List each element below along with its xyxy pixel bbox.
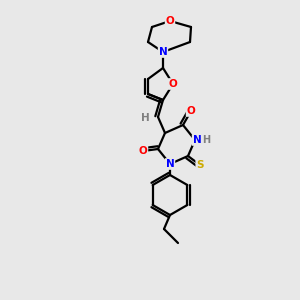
Text: H: H <box>141 113 149 123</box>
Text: O: O <box>187 106 195 116</box>
Text: O: O <box>166 16 174 26</box>
Text: N: N <box>159 47 167 57</box>
Text: S: S <box>196 160 204 170</box>
Text: O: O <box>169 79 177 89</box>
Text: N: N <box>166 159 174 169</box>
Text: O: O <box>139 146 147 156</box>
Text: H: H <box>202 135 210 145</box>
Text: N: N <box>193 135 201 145</box>
